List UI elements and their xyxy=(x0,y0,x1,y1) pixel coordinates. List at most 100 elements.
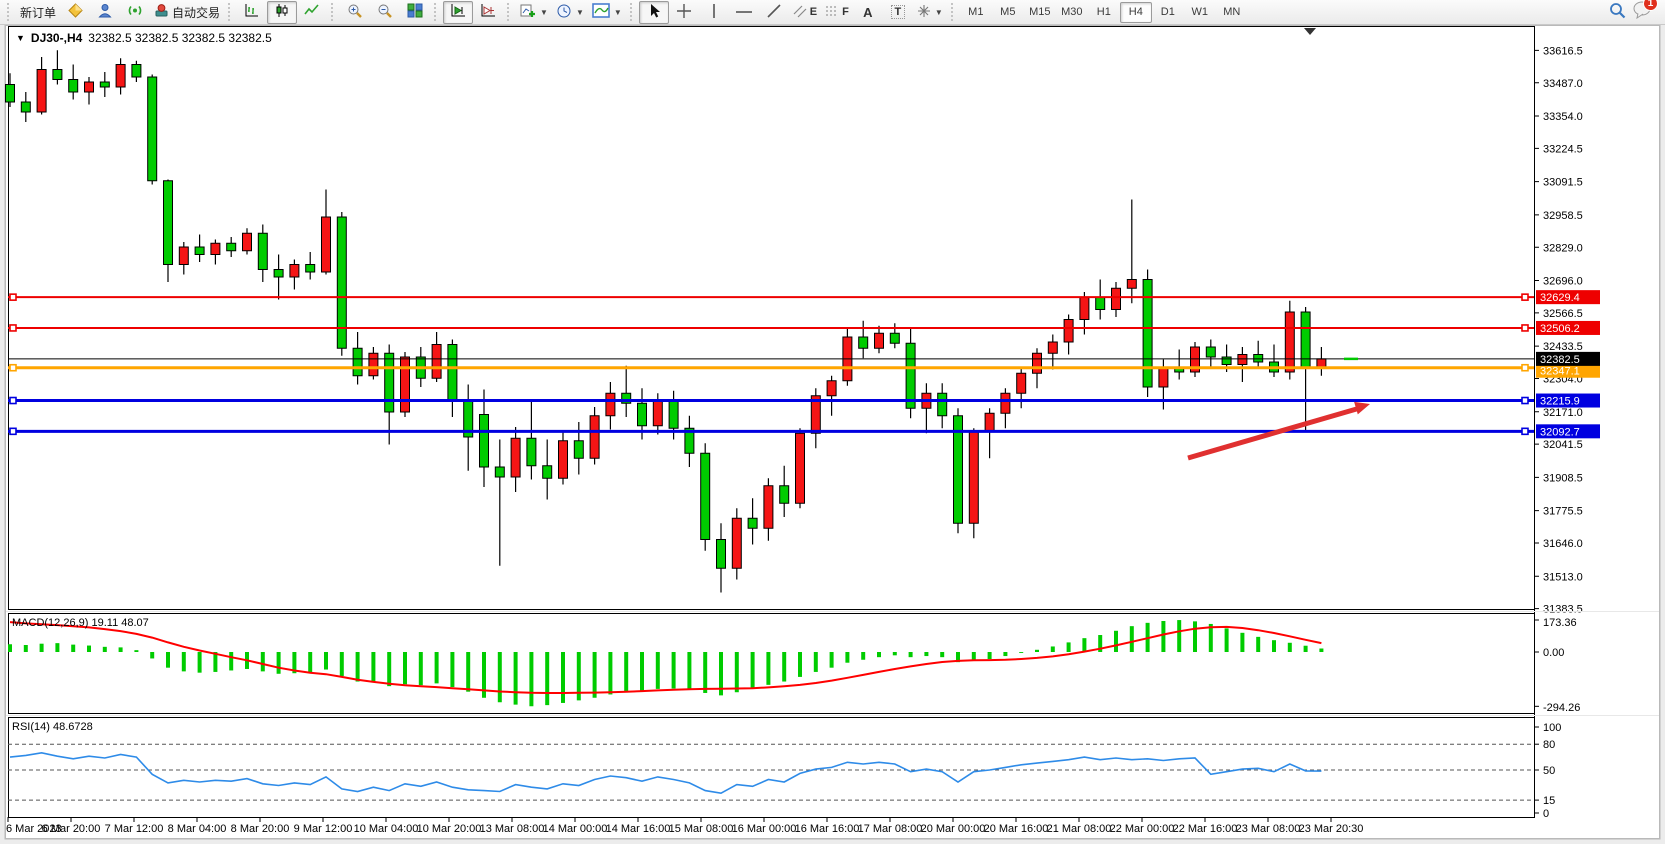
chevron-down-icon: ▼ xyxy=(575,7,584,17)
chart-title-bar: ▼ DJ30-,H4 32382.5 32382.5 32382.5 32382… xyxy=(16,31,272,45)
candle-body xyxy=(731,517,742,569)
rsi-axis-label: 100 xyxy=(1543,722,1561,734)
line-handle[interactable] xyxy=(1521,324,1529,332)
tab-timeframe-h4[interactable]: H4 xyxy=(1119,1,1152,23)
tile-windows-icon xyxy=(407,3,423,21)
tab-timeframe-m5[interactable]: M5 xyxy=(1000,6,1016,18)
time-tick-label: 16 Mar 16:00 xyxy=(795,823,860,835)
tile-windows-button[interactable] xyxy=(400,1,430,24)
line-handle[interactable] xyxy=(9,293,17,301)
tab-timeframe-d1[interactable]: D1 xyxy=(1160,6,1175,18)
line-handle[interactable] xyxy=(9,363,17,372)
svg-text:32506.2: 32506.2 xyxy=(1540,323,1580,335)
price-box-32506.2: 32506.2 xyxy=(1536,320,1600,335)
horizontal-line-32506.2[interactable] xyxy=(8,324,1534,332)
candle-body xyxy=(510,437,521,478)
chart-shift-marker[interactable] xyxy=(1304,28,1316,35)
time-tick-label: 14 Mar 00:00 xyxy=(543,823,608,835)
tab-timeframe-mn[interactable]: MN xyxy=(1223,6,1241,18)
candle-body xyxy=(889,332,900,344)
candle-body xyxy=(747,517,758,529)
toolbar-separator xyxy=(228,3,233,21)
candlestick-chart-type-button[interactable] xyxy=(267,0,298,24)
rsi-axis-label: 15 xyxy=(1543,795,1555,807)
line-handle[interactable] xyxy=(9,427,17,436)
new-order-button[interactable]: 新订单 xyxy=(16,1,60,24)
vertical-line-icon xyxy=(709,3,719,22)
price-tick-label: 33354.0 xyxy=(1543,111,1583,123)
zoom-in-button[interactable] xyxy=(340,1,370,24)
channel-tool-button[interactable]: E xyxy=(789,1,821,24)
crosshair-tool-button[interactable] xyxy=(669,1,699,24)
line-handle[interactable] xyxy=(1521,427,1529,436)
candle-body xyxy=(194,246,205,255)
candle-body xyxy=(431,344,442,379)
rsi-pane: RSI(14) 48.6728 100 80 50 150 xyxy=(8,721,1561,820)
toolbar-separator xyxy=(507,3,512,21)
tab-timeframe-m1[interactable]: M1 xyxy=(968,6,984,18)
price-tick-label: 31646.0 xyxy=(1543,538,1583,550)
line-handle[interactable] xyxy=(9,396,17,405)
chart-shift-button[interactable] xyxy=(473,1,503,24)
data-window-button[interactable] xyxy=(90,1,120,24)
auto-scroll-icon xyxy=(450,3,467,21)
period-button[interactable]: ▼ xyxy=(552,1,588,24)
candle-body xyxy=(953,415,963,524)
candle-body xyxy=(905,342,916,409)
add-indicator-button[interactable]: ▼ xyxy=(516,1,552,24)
autotrading-icon xyxy=(154,3,169,21)
tab-timeframe-m15[interactable]: M15 xyxy=(1029,6,1051,18)
candle-body xyxy=(826,380,837,397)
horizontal-line-32347.1[interactable] xyxy=(8,363,1534,372)
candle-body xyxy=(20,101,31,113)
tab-timeframe-h1[interactable]: H1 xyxy=(1096,6,1111,18)
broadcast-button[interactable] xyxy=(120,1,150,24)
tab-timeframe-m30[interactable]: M30 xyxy=(1061,6,1083,18)
trendline-tool-button[interactable] xyxy=(759,1,789,24)
price-axis[interactable]: 33616.5 33487.0 33354.0 33224.5 33091.5 32958… xyxy=(1534,45,1583,616)
rsi-axis-label: 50 xyxy=(1543,765,1555,777)
search-button[interactable] xyxy=(1602,1,1632,24)
market-watch-button[interactable] xyxy=(60,1,90,24)
label-tool-button[interactable]: T xyxy=(883,1,913,24)
autotrading-button[interactable]: 自动交易 xyxy=(150,1,224,24)
horizontal-line-tool-button[interactable] xyxy=(729,1,759,24)
text-tool-button[interactable]: A xyxy=(853,1,883,24)
zoom-out-button[interactable] xyxy=(370,1,400,24)
candle-body xyxy=(652,400,663,427)
candle-body xyxy=(1142,279,1153,388)
price-tick-label: 33091.5 xyxy=(1543,177,1583,189)
candle-body xyxy=(605,392,616,417)
line-handle[interactable] xyxy=(1521,293,1529,301)
candle-body xyxy=(289,264,300,278)
shapes-tool-button[interactable]: ▼ xyxy=(913,1,947,24)
horizontal-line-32629.4[interactable] xyxy=(8,293,1534,301)
candle-body xyxy=(1284,311,1295,373)
toolbar-separator xyxy=(331,3,336,21)
svg-text:32215.9: 32215.9 xyxy=(1540,396,1580,408)
price-box-32382.5: 32382.5 xyxy=(1536,351,1600,366)
template-button[interactable]: ▼ xyxy=(588,1,626,24)
price-tick-label: 32829.0 xyxy=(1543,242,1583,254)
line-handle[interactable] xyxy=(1521,396,1529,405)
notifications-button[interactable]: 1 xyxy=(1632,0,1658,24)
main-toolbar: 新订单 自动交易 ▼ ▼ xyxy=(0,0,1665,25)
cursor-tool-button[interactable] xyxy=(638,0,669,24)
candle-body xyxy=(763,485,774,529)
horizontal-line-32215.9[interactable] xyxy=(8,396,1534,405)
line-chart-type-button[interactable] xyxy=(297,1,327,24)
fibonacci-tool-button[interactable]: F xyxy=(821,1,853,24)
auto-scroll-button[interactable] xyxy=(443,0,474,24)
price-tick-label: 32041.5 xyxy=(1543,439,1583,451)
bar-chart-type-button[interactable] xyxy=(237,1,267,24)
broadcast-icon xyxy=(127,3,143,21)
time-tick-label: 6 Mar 2023 xyxy=(6,823,62,835)
line-handle[interactable] xyxy=(9,324,17,332)
annotation-arrow[interactable] xyxy=(1187,401,1370,461)
symbol-dropdown-icon[interactable]: ▼ xyxy=(16,33,25,43)
line-handle[interactable] xyxy=(1521,363,1529,372)
vertical-line-tool-button[interactable] xyxy=(699,1,729,24)
tab-timeframe-w1[interactable]: W1 xyxy=(1191,6,1209,18)
